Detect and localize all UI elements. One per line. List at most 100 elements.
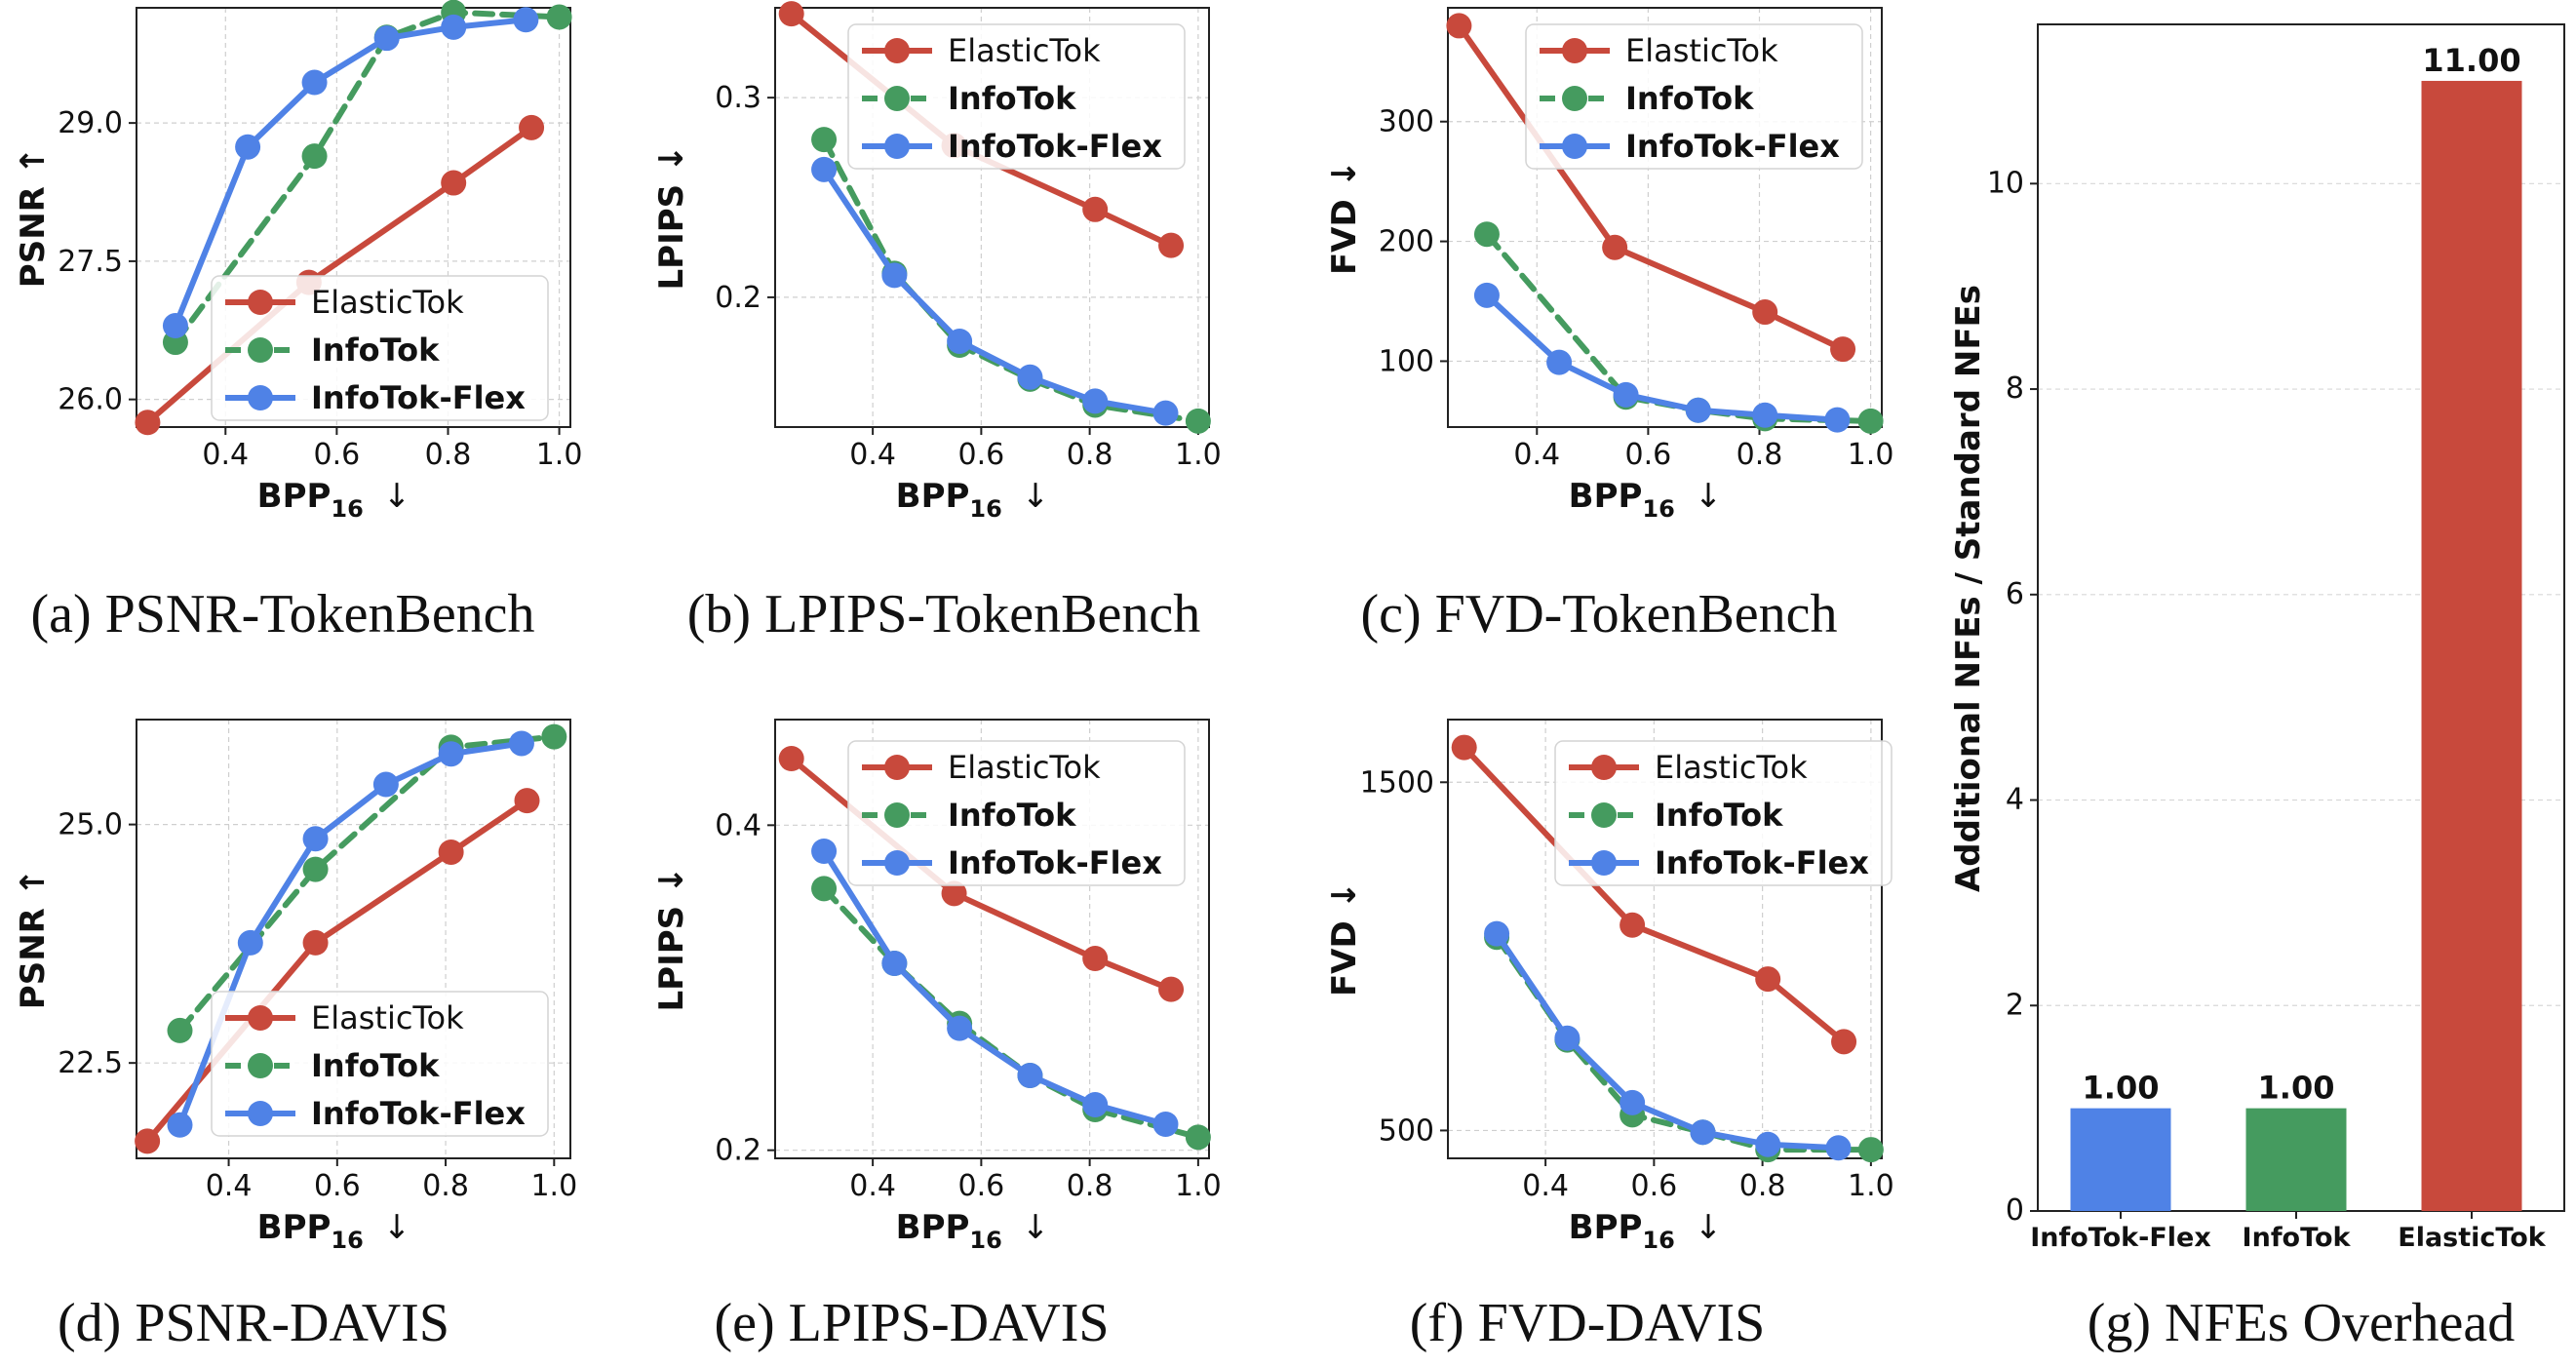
data-point-infotok-flex (1017, 364, 1043, 390)
x-tick-label: 1.0 (1175, 1169, 1222, 1203)
data-point-infotok-flex (441, 14, 467, 40)
data-point-elastictok (1158, 232, 1185, 258)
y-tick-label: 0.4 (715, 808, 761, 842)
x-axis-label-subscript: 16 (1642, 1227, 1674, 1254)
x-axis-label-arrow: ↓ (383, 477, 411, 516)
legend: ElasticTok InfoTok InfoTok-Flex (1525, 23, 1863, 170)
x-tick-label: 0.6 (314, 438, 361, 472)
data-point-infotok-flex (302, 826, 329, 852)
data-point-elastictok (1755, 966, 1781, 993)
data-point-infotok (1185, 408, 1211, 434)
legend-label-elastictok: ElasticTok (311, 999, 464, 1036)
legend-label-infotok: InfoTok (311, 1047, 440, 1084)
data-point-elastictok (302, 929, 329, 956)
x-axis-label-main: BPP (257, 477, 332, 516)
x-tick-label: 1.0 (1848, 1169, 1894, 1203)
data-point-infotok-flex (1752, 402, 1778, 428)
y-tick-label: 1500 (1360, 765, 1434, 800)
x-tick-label: 1.0 (1175, 438, 1222, 472)
legend-label-infotok: InfoTok (1655, 797, 1783, 834)
data-point-elastictok (514, 788, 540, 814)
data-point-infotok-flex (1152, 400, 1179, 426)
data-point-elastictok (438, 839, 464, 865)
y-axis-label: PSNR ↑ (14, 147, 53, 288)
panel-caption: (e) LPIPS-DAVIS (715, 1293, 1110, 1353)
data-point-infotok-flex (438, 741, 464, 767)
data-point-infotok-flex (162, 313, 188, 339)
x-axis-label-main: BPP (896, 477, 970, 516)
legend-frame (211, 275, 549, 421)
panel-caption: (d) PSNR-DAVIS (58, 1293, 449, 1353)
data-point-elastictok (1831, 1029, 1857, 1055)
legend-label-infotok-flex: InfoTok-Flex (1655, 844, 1869, 881)
plot-frame (774, 719, 1210, 1159)
plot-frame (1447, 719, 1883, 1159)
data-point-infotok-flex (1082, 388, 1109, 414)
data-point-infotok-flex (1017, 1063, 1043, 1088)
x-tick-label: 0.8 (1739, 1169, 1786, 1203)
legend-marker-infotok-flex (1562, 134, 1587, 159)
legend-label-infotok-flex: InfoTok-Flex (948, 128, 1162, 165)
y-tick-label: 27.5 (58, 245, 123, 279)
legend-marker-infotok (248, 337, 273, 363)
legend-marker-infotok (248, 1053, 273, 1078)
legend-frame (847, 23, 1186, 170)
x-axis-label: BPP16 ↓ (1569, 1208, 1723, 1254)
x-tick-label: 0.8 (1067, 438, 1113, 472)
data-point-infotok-flex (1484, 920, 1510, 947)
data-point-infotok-flex (811, 839, 838, 864)
y-tick-label: 29.0 (58, 106, 123, 140)
x-axis-label-subscript: 16 (331, 495, 363, 523)
x-axis-label-arrow: ↓ (1695, 477, 1723, 516)
legend-frame (1525, 23, 1863, 170)
legend-marker-infotok-flex (884, 134, 910, 159)
x-tick-label: 1.0 (530, 1169, 577, 1203)
series-line-infotok (1494, 934, 1874, 1153)
x-axis-label-subscript: 16 (1642, 495, 1674, 523)
legend: ElasticTok InfoTok InfoTok-Flex (211, 275, 549, 421)
data-point-infotok-flex (1152, 1112, 1179, 1137)
x-tick-label: 0.8 (422, 1169, 469, 1203)
x-axis-label: BPP16 ↓ (257, 1208, 411, 1254)
data-point-elastictok (1082, 946, 1109, 971)
y-tick-label: 0.3 (715, 81, 761, 115)
x-axis-label-arrow: ↓ (383, 1208, 411, 1247)
legend-marker-elastictok (884, 38, 910, 63)
y-tick-label: 6 (2006, 577, 2024, 611)
plot-frame (136, 719, 571, 1159)
data-point-infotok-flex (1690, 1119, 1716, 1146)
data-point-elastictok (1082, 196, 1109, 222)
data-point-infotok (546, 4, 572, 30)
data-point-infotok-flex (167, 1112, 193, 1138)
panel-caption: (c) FVD-TokenBench (1360, 584, 1837, 644)
x-tick-label: 0.4 (1513, 438, 1560, 472)
data-point-infotok-flex (947, 328, 973, 354)
x-axis-label-main: BPP (1569, 477, 1643, 516)
data-point-infotok (811, 876, 838, 902)
x-axis-label: BPP16 ↓ (896, 1208, 1050, 1254)
panel-caption: (b) LPIPS-TokenBench (687, 584, 1200, 644)
series-line-infotok-flex (1494, 930, 1842, 1152)
legend-marker-infotok-flex (884, 850, 910, 876)
chart-panel-a: 0.4 0.6 0.8 1.0 26.0 27.5 29.0 BPP16 ↓ PSNR ↑ Elas… (14, 0, 582, 644)
panel-caption: (f) FVD-DAVIS (1410, 1293, 1766, 1353)
bar-value-label: 11.00 (2422, 42, 2520, 79)
y-axis-label: FVD ↓ (1325, 881, 1364, 996)
legend-marker-infotok (884, 802, 910, 828)
x-axis-label-arrow: ↓ (1695, 1208, 1723, 1247)
data-point-elastictok (135, 1128, 161, 1154)
series-line-infotok (821, 137, 1201, 424)
x-axis-label-subscript: 16 (969, 495, 1001, 523)
y-axis-label: Additional NFEs / Standard NFEs (1949, 285, 1988, 892)
data-point-infotok (302, 856, 329, 882)
y-tick-label: 100 (1379, 344, 1434, 378)
x-axis-label-subscript: 16 (969, 1227, 1001, 1254)
y-tick-label: 200 (1379, 225, 1434, 259)
data-point-infotok-flex (508, 730, 534, 757)
y-tick-label: 500 (1379, 1113, 1434, 1148)
legend-label-elastictok: ElasticTok (948, 32, 1101, 69)
legend-marker-elastictok (884, 755, 910, 780)
y-tick-label: 0 (2006, 1193, 2024, 1228)
legend-marker-infotok-flex (248, 1101, 273, 1126)
legend-marker-elastictok (1591, 755, 1617, 780)
